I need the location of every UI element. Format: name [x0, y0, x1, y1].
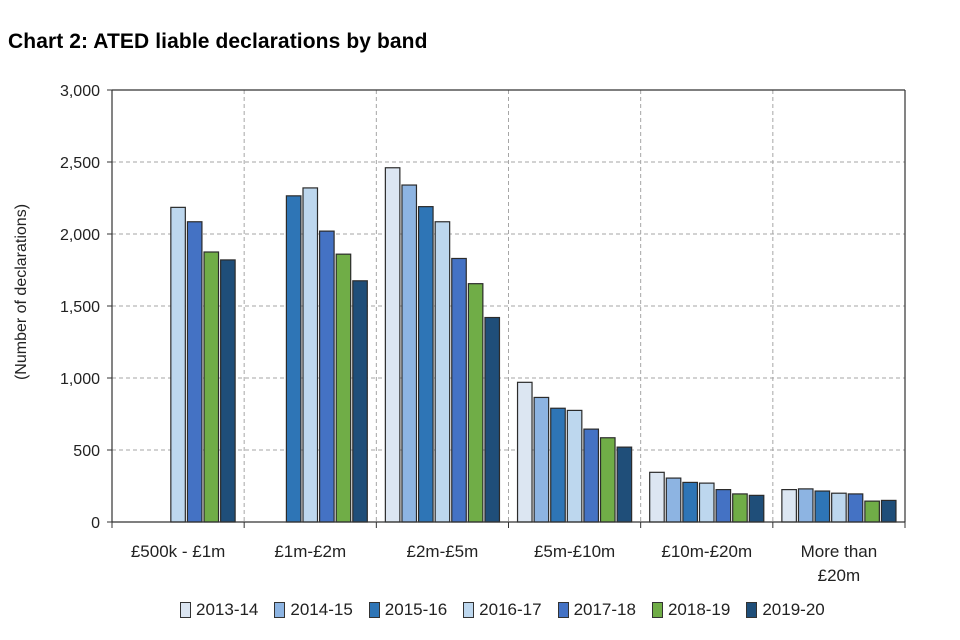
- axes: [107, 89, 906, 528]
- x-tick-label: £2m-£5m: [407, 542, 479, 561]
- legend-swatch: [463, 602, 475, 618]
- bar-2014-15: [797, 488, 814, 523]
- gridlines: [112, 90, 905, 522]
- x-tick-label: £5m-£10m: [534, 542, 615, 561]
- y-tick-label: 1,000: [60, 371, 100, 388]
- bar-2017-18: [186, 221, 203, 523]
- bar-2018-19: [599, 437, 616, 523]
- bar-2017-18: [847, 493, 864, 523]
- bar-2019-20: [880, 499, 897, 523]
- bar-2017-18: [715, 489, 732, 523]
- bar-2019-20: [484, 316, 501, 523]
- y-axis-label: (Number of declarations): [13, 204, 30, 380]
- y-tick-labels: 0 500 1,000 1,500 2,000 2,500 3,000: [60, 83, 100, 532]
- bar-2013-14: [649, 471, 665, 523]
- bar-2013-14: [516, 381, 533, 523]
- y-tick-label: 3,000: [60, 83, 100, 100]
- bar-2013-14: [384, 167, 401, 523]
- bar-2015-16: [814, 490, 831, 523]
- legend-item: 2014-15: [274, 600, 353, 620]
- legend-item: 2018-19: [651, 600, 731, 620]
- legend: 2013-14 2014-15 2015-16 2016-17 2017-18 2018-…: [180, 597, 825, 623]
- bar-2019-20: [352, 280, 368, 523]
- legend-swatch: [651, 602, 663, 618]
- legend-swatch: [746, 602, 758, 618]
- bar-2016-17: [566, 409, 583, 523]
- y-tick-label: 500: [73, 443, 100, 460]
- bar-2019-20: [748, 494, 765, 523]
- x-tick-labels: £500k - £1m £1m-£2m £2m-£5m £5m-£10m £10m-£2…: [131, 542, 877, 585]
- bar-2016-17: [698, 482, 715, 523]
- bar-2017-18: [319, 230, 335, 523]
- legend-swatch: [557, 602, 569, 618]
- bar-2018-19: [864, 500, 880, 523]
- bar-2014-15: [401, 184, 418, 523]
- bar-2015-16: [682, 481, 699, 523]
- legend-item: 2016-17: [463, 600, 542, 620]
- x-tick-label: £1m-£2m: [274, 542, 346, 561]
- x-tick-label: More than £20m: [801, 542, 878, 585]
- bar-2018-19: [467, 283, 484, 523]
- legend-label: 2016-17: [479, 600, 542, 619]
- legend-label: 2014-15: [290, 600, 353, 619]
- bar-2018-19: [335, 253, 352, 523]
- legend-swatch: [368, 602, 380, 618]
- bar-2016-17: [434, 221, 451, 523]
- bar-2018-19: [732, 493, 748, 523]
- bar-2016-17: [170, 206, 186, 523]
- bar-2015-16: [550, 407, 566, 523]
- bar-2016-17: [302, 187, 319, 523]
- y-tick-label: 2,500: [60, 155, 100, 172]
- legend-label: 2018-19: [667, 600, 731, 619]
- x-tick-label: £10m-£20m: [661, 542, 752, 561]
- legend-item: 2019-20: [746, 600, 825, 620]
- bar-2015-16: [417, 206, 434, 523]
- bar-2014-15: [533, 396, 550, 523]
- bar-2013-14: [781, 489, 797, 523]
- legend-swatch: [274, 602, 286, 618]
- bar-2019-20: [220, 259, 236, 523]
- legend-label: 2019-20: [762, 600, 825, 619]
- bars: [170, 167, 897, 523]
- y-tick-label: 2,000: [60, 227, 100, 244]
- bar-2017-18: [451, 257, 467, 523]
- legend-swatch: [180, 602, 191, 618]
- x-tick-label: £500k - £1m: [131, 542, 226, 561]
- y-tick-label: 1,500: [60, 299, 100, 316]
- legend-label: 2015-16: [384, 600, 448, 619]
- bar-2015-16: [285, 195, 302, 523]
- legend-item: 2017-18: [557, 600, 636, 620]
- chart-title: Chart 2: ATED liable declarations by ban…: [8, 30, 428, 53]
- bar-2017-18: [583, 428, 600, 523]
- bar-2019-20: [616, 446, 633, 523]
- y-tick-label: 0: [91, 515, 100, 532]
- bar-2018-19: [203, 251, 220, 523]
- legend-item: 2015-16: [368, 600, 448, 620]
- legend-item: 2013-14: [180, 600, 258, 620]
- bar-2016-17: [831, 492, 847, 523]
- bar-2014-15: [665, 477, 682, 523]
- legend-label: 2013-14: [196, 600, 259, 619]
- legend-label: 2017-18: [573, 600, 636, 619]
